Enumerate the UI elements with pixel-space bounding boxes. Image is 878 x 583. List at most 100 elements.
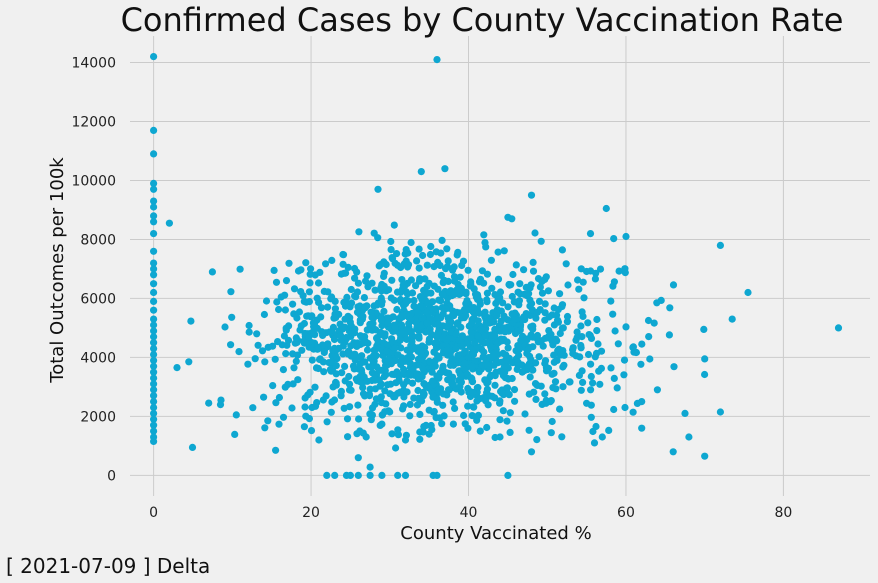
scatter-point: [547, 397, 555, 405]
scatter-point: [351, 325, 359, 333]
scatter-point: [498, 389, 506, 397]
scatter-point: [496, 367, 504, 375]
scatter-point: [498, 358, 506, 366]
scatter-point: [548, 335, 556, 343]
scatter-point: [382, 347, 391, 355]
scatter-point: [355, 415, 363, 423]
scatter-point: [514, 288, 522, 296]
scatter-point: [609, 310, 617, 318]
scatter-point: [595, 367, 603, 375]
scatter-point: [272, 278, 281, 286]
scatter-point: [150, 150, 158, 158]
scatter-point: [576, 353, 584, 361]
scatter-point: [527, 448, 536, 456]
scatter-point: [416, 355, 424, 363]
scatter-point: [331, 305, 339, 313]
scatter-point: [150, 415, 158, 423]
scatter-point: [524, 346, 532, 354]
scatter-point: [487, 315, 495, 323]
scatter-point: [666, 304, 674, 312]
scatter-point: [185, 358, 193, 366]
scatter-point: [491, 325, 499, 333]
scatter-point: [381, 408, 389, 416]
scatter-point: [433, 471, 441, 479]
scatter-point: [645, 333, 653, 341]
scatter-point: [423, 261, 431, 269]
scatter-point: [435, 374, 443, 382]
scatter-point: [217, 396, 225, 404]
scatter-point: [431, 339, 439, 347]
scatter-point: [351, 274, 359, 282]
scatter-point: [578, 333, 586, 341]
scatter-point: [346, 471, 354, 479]
scatter-point: [584, 319, 592, 327]
scatter-point: [338, 369, 346, 377]
scatter-point: [438, 420, 446, 428]
scatter-point: [547, 429, 555, 437]
scatter-point: [395, 373, 403, 381]
points-layer: [150, 53, 843, 479]
scatter-point: [716, 241, 725, 249]
scatter-point: [491, 381, 499, 389]
scatter-point: [515, 345, 523, 353]
scatter-point: [589, 427, 597, 436]
scatter-point: [290, 310, 298, 318]
scatter-point: [306, 279, 314, 287]
scatter-point: [150, 288, 158, 297]
scatter-point: [425, 335, 433, 343]
scatter-point: [320, 348, 328, 357]
scatter-point: [362, 277, 370, 285]
scatter-point: [364, 339, 372, 347]
scatter-point: [629, 408, 637, 416]
scatter-point: [388, 335, 396, 343]
scatter-point: [650, 319, 658, 327]
scatter-point: [364, 283, 372, 291]
scatter-point: [402, 431, 410, 439]
scatter-point: [473, 413, 481, 421]
scatter-point: [422, 328, 430, 336]
scatter-point: [423, 319, 431, 327]
scatter-point: [402, 246, 410, 254]
scatter-point: [520, 367, 529, 375]
scatter-point: [669, 281, 678, 289]
scatter-point: [294, 376, 302, 384]
scatter-point: [491, 332, 499, 340]
scatter-point: [378, 399, 386, 407]
scatter-point: [342, 333, 350, 342]
scatter-point: [532, 395, 540, 403]
scatter-point: [394, 471, 402, 479]
scatter-point: [610, 235, 618, 243]
scatter-point: [415, 245, 423, 253]
scatter-point: [653, 386, 662, 394]
scatter-point: [587, 267, 595, 275]
scatter-point: [527, 356, 535, 364]
scatter-point: [408, 289, 417, 297]
scatter-point: [685, 433, 693, 441]
scatter-point: [307, 265, 315, 273]
scatter-point: [475, 309, 483, 317]
scatter-point: [244, 360, 252, 368]
scatter-point: [494, 275, 503, 283]
scatter-point: [150, 356, 158, 364]
scatter-point: [367, 308, 375, 316]
scatter-point: [297, 322, 305, 330]
scatter-point: [325, 328, 334, 336]
scatter-point: [282, 350, 290, 358]
scatter-point: [414, 308, 422, 316]
scatter-point: [150, 126, 158, 134]
scatter-point: [407, 276, 415, 284]
scatter-point: [653, 299, 661, 307]
scatter-point: [338, 325, 347, 333]
scatter-point: [449, 381, 457, 389]
scatter-point: [615, 267, 623, 275]
scatter-point: [354, 454, 362, 462]
scatter-point: [371, 286, 379, 294]
scatter-point: [527, 281, 535, 289]
scatter-point: [295, 308, 303, 316]
scatter-point: [150, 368, 158, 376]
scatter-point: [368, 411, 376, 419]
scatter-point: [150, 197, 158, 205]
scatter-point: [150, 386, 158, 394]
scatter-point: [400, 381, 408, 389]
